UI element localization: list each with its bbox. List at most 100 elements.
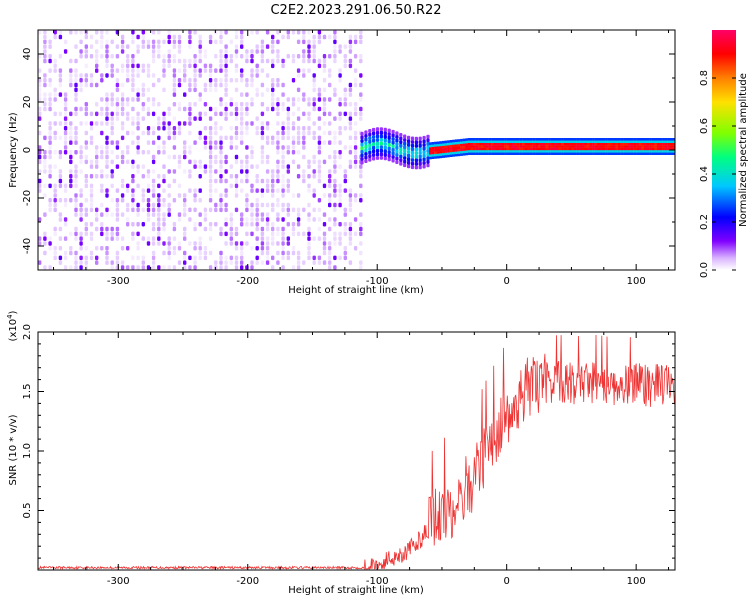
heatmap-cell — [281, 193, 285, 198]
heatmap-cell — [141, 188, 145, 193]
heatmap-cell — [307, 116, 311, 121]
heatmap-cell — [359, 58, 363, 64]
heatmap-cell — [581, 150, 585, 153]
heatmap-cell — [328, 198, 332, 203]
heatmap-cell — [651, 150, 655, 153]
heatmap-cell — [260, 135, 265, 141]
snr-y-multiplier-base: (x10 — [8, 319, 19, 342]
heatmap-cell — [110, 97, 114, 102]
heatmap-cell — [281, 145, 285, 150]
heatmap-cell — [602, 147, 606, 151]
heatmap-cell — [74, 44, 78, 49]
heatmap-cell — [281, 126, 285, 131]
heatmap-cell — [255, 130, 259, 136]
heatmap-cell — [38, 30, 42, 35]
heatmap-cell — [322, 111, 327, 117]
heatmap-cell — [208, 63, 213, 69]
heatmap-cell — [214, 54, 218, 59]
heatmap-cell — [576, 140, 580, 143]
heatmap-cell — [599, 152, 603, 155]
heatmap-cell — [664, 152, 668, 155]
heatmap-cell — [527, 142, 531, 146]
heatmap-cell — [470, 145, 474, 148]
heatmap-cell — [229, 54, 233, 59]
heatmap-cell — [296, 212, 301, 217]
heatmap-cell — [245, 78, 249, 83]
heatmap-cell — [240, 30, 244, 35]
heatmap-cell — [219, 255, 223, 261]
heatmap-cell — [589, 152, 593, 155]
heatmap-cell — [260, 246, 265, 251]
heatmap-cell — [74, 97, 78, 102]
heatmap-cell — [509, 142, 513, 146]
heatmap-cell — [514, 150, 518, 153]
heatmap-cell — [100, 130, 104, 136]
heatmap-cell — [214, 121, 218, 126]
heatmap-cell — [271, 178, 275, 184]
heatmap-cell — [224, 217, 228, 222]
heatmap-cell — [656, 138, 660, 141]
heatmap-cell — [452, 149, 456, 152]
heatmap-cell — [271, 188, 275, 193]
heatmap-cell — [245, 164, 249, 169]
y-tick-label: -40 — [22, 238, 33, 254]
heatmap-cell — [587, 150, 590, 153]
heatmap-cell — [120, 68, 125, 73]
heatmap-cell — [594, 147, 598, 151]
heatmap-cell — [312, 207, 316, 213]
heatmap-cell — [574, 150, 577, 153]
heatmap-cell — [307, 246, 311, 251]
heatmap-cell — [74, 150, 78, 155]
heatmap-cell — [74, 73, 78, 78]
snr-y-multiplier: (x104) — [6, 310, 19, 341]
heatmap-cell — [265, 169, 270, 174]
heatmap-cell — [514, 145, 518, 148]
heatmap-cell — [558, 142, 562, 146]
heatmap-cell — [250, 246, 254, 251]
heatmap-cell — [141, 39, 145, 45]
heatmap-cell — [353, 121, 358, 126]
heatmap-cell — [431, 151, 435, 155]
heatmap-cell — [574, 152, 577, 155]
heatmap-cell — [454, 149, 458, 152]
heatmap-cell — [537, 142, 541, 146]
heatmap-cell — [219, 102, 223, 107]
heatmap-cell — [219, 164, 223, 169]
heatmap-cell — [48, 265, 52, 270]
heatmap-cell — [410, 165, 415, 170]
heatmap-cell — [291, 145, 296, 150]
heatmap-cell — [281, 154, 285, 160]
heatmap-cell — [177, 164, 182, 169]
heatmap-cell — [667, 138, 670, 141]
heatmap-cell — [167, 39, 171, 45]
heatmap-cell — [646, 152, 650, 155]
heatmap-cell — [322, 183, 327, 189]
heatmap-cell — [198, 164, 202, 169]
heatmap-cell — [383, 127, 387, 132]
heatmap-cell — [465, 152, 469, 156]
heatmap-cell — [620, 152, 624, 155]
heatmap-cell — [234, 63, 239, 69]
heatmap-cell — [245, 241, 249, 246]
heatmap-cell — [276, 178, 280, 184]
heatmap-cell — [669, 150, 673, 153]
heatmap-cell — [498, 140, 502, 143]
heatmap-cell — [84, 255, 88, 261]
heatmap-cell — [188, 265, 192, 270]
heatmap-cell — [407, 142, 411, 147]
heatmap-cell — [84, 207, 88, 213]
heatmap-cell — [219, 169, 223, 174]
heatmap-cell — [214, 111, 218, 117]
heatmap-cell — [328, 140, 332, 145]
heatmap-cell — [483, 138, 487, 141]
heatmap-cell — [167, 58, 171, 64]
heatmap-cell — [214, 140, 218, 145]
heatmap-cell — [291, 58, 296, 64]
heatmap-cell — [618, 145, 621, 148]
heatmap-cell — [79, 150, 83, 155]
heatmap-cell — [328, 250, 332, 256]
heatmap-cell — [403, 152, 407, 157]
heatmap-cell — [234, 255, 239, 261]
heatmap-cell — [63, 130, 68, 136]
heatmap-cell — [391, 147, 395, 152]
